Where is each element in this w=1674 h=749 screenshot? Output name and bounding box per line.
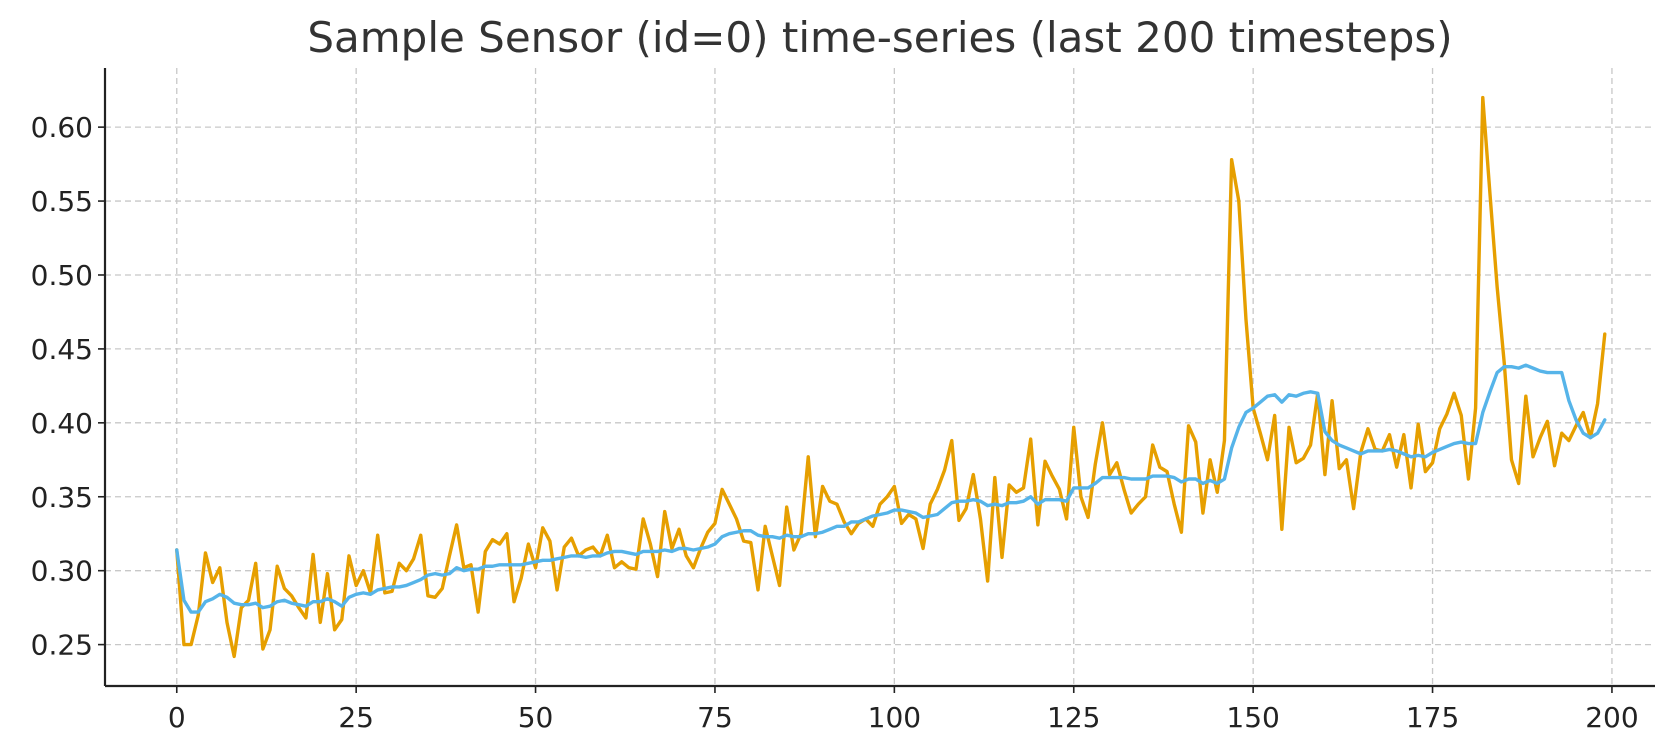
- x-tick-label: 125: [1047, 701, 1100, 734]
- x-tick-label: 25: [338, 701, 374, 734]
- x-tick-label: 50: [518, 701, 554, 734]
- y-tick-label: 0.35: [31, 481, 93, 514]
- y-tick-label: 0.25: [31, 629, 93, 662]
- x-tick-label: 0: [168, 701, 186, 734]
- series-group: [175, 95, 1607, 659]
- series-line-0: [175, 95, 1607, 659]
- x-tick-label: 200: [1585, 701, 1638, 734]
- y-tick-label: 0.50: [31, 259, 93, 292]
- x-tick-label: 100: [868, 701, 921, 734]
- tick-labels: 0 25 50 75 100 125 150 175 200 0.25 0.30 0.35 0.40 0.…: [31, 111, 1639, 734]
- grid: [105, 68, 1655, 686]
- y-tick-label: 0.55: [31, 185, 93, 218]
- y-tick-label: 0.60: [31, 111, 93, 144]
- y-tick-label: 0.30: [31, 555, 93, 588]
- y-tick-label: 0.45: [31, 333, 93, 366]
- x-tick-label: 175: [1406, 701, 1459, 734]
- chart-title: Sample Sensor (id=0) time-series (last 2…: [307, 13, 1452, 62]
- y-tick-label: 0.40: [31, 407, 93, 440]
- series-line-1: [175, 363, 1607, 614]
- axes: [98, 68, 1655, 693]
- x-tick-label: 75: [697, 701, 733, 734]
- x-tick-label: 150: [1226, 701, 1279, 734]
